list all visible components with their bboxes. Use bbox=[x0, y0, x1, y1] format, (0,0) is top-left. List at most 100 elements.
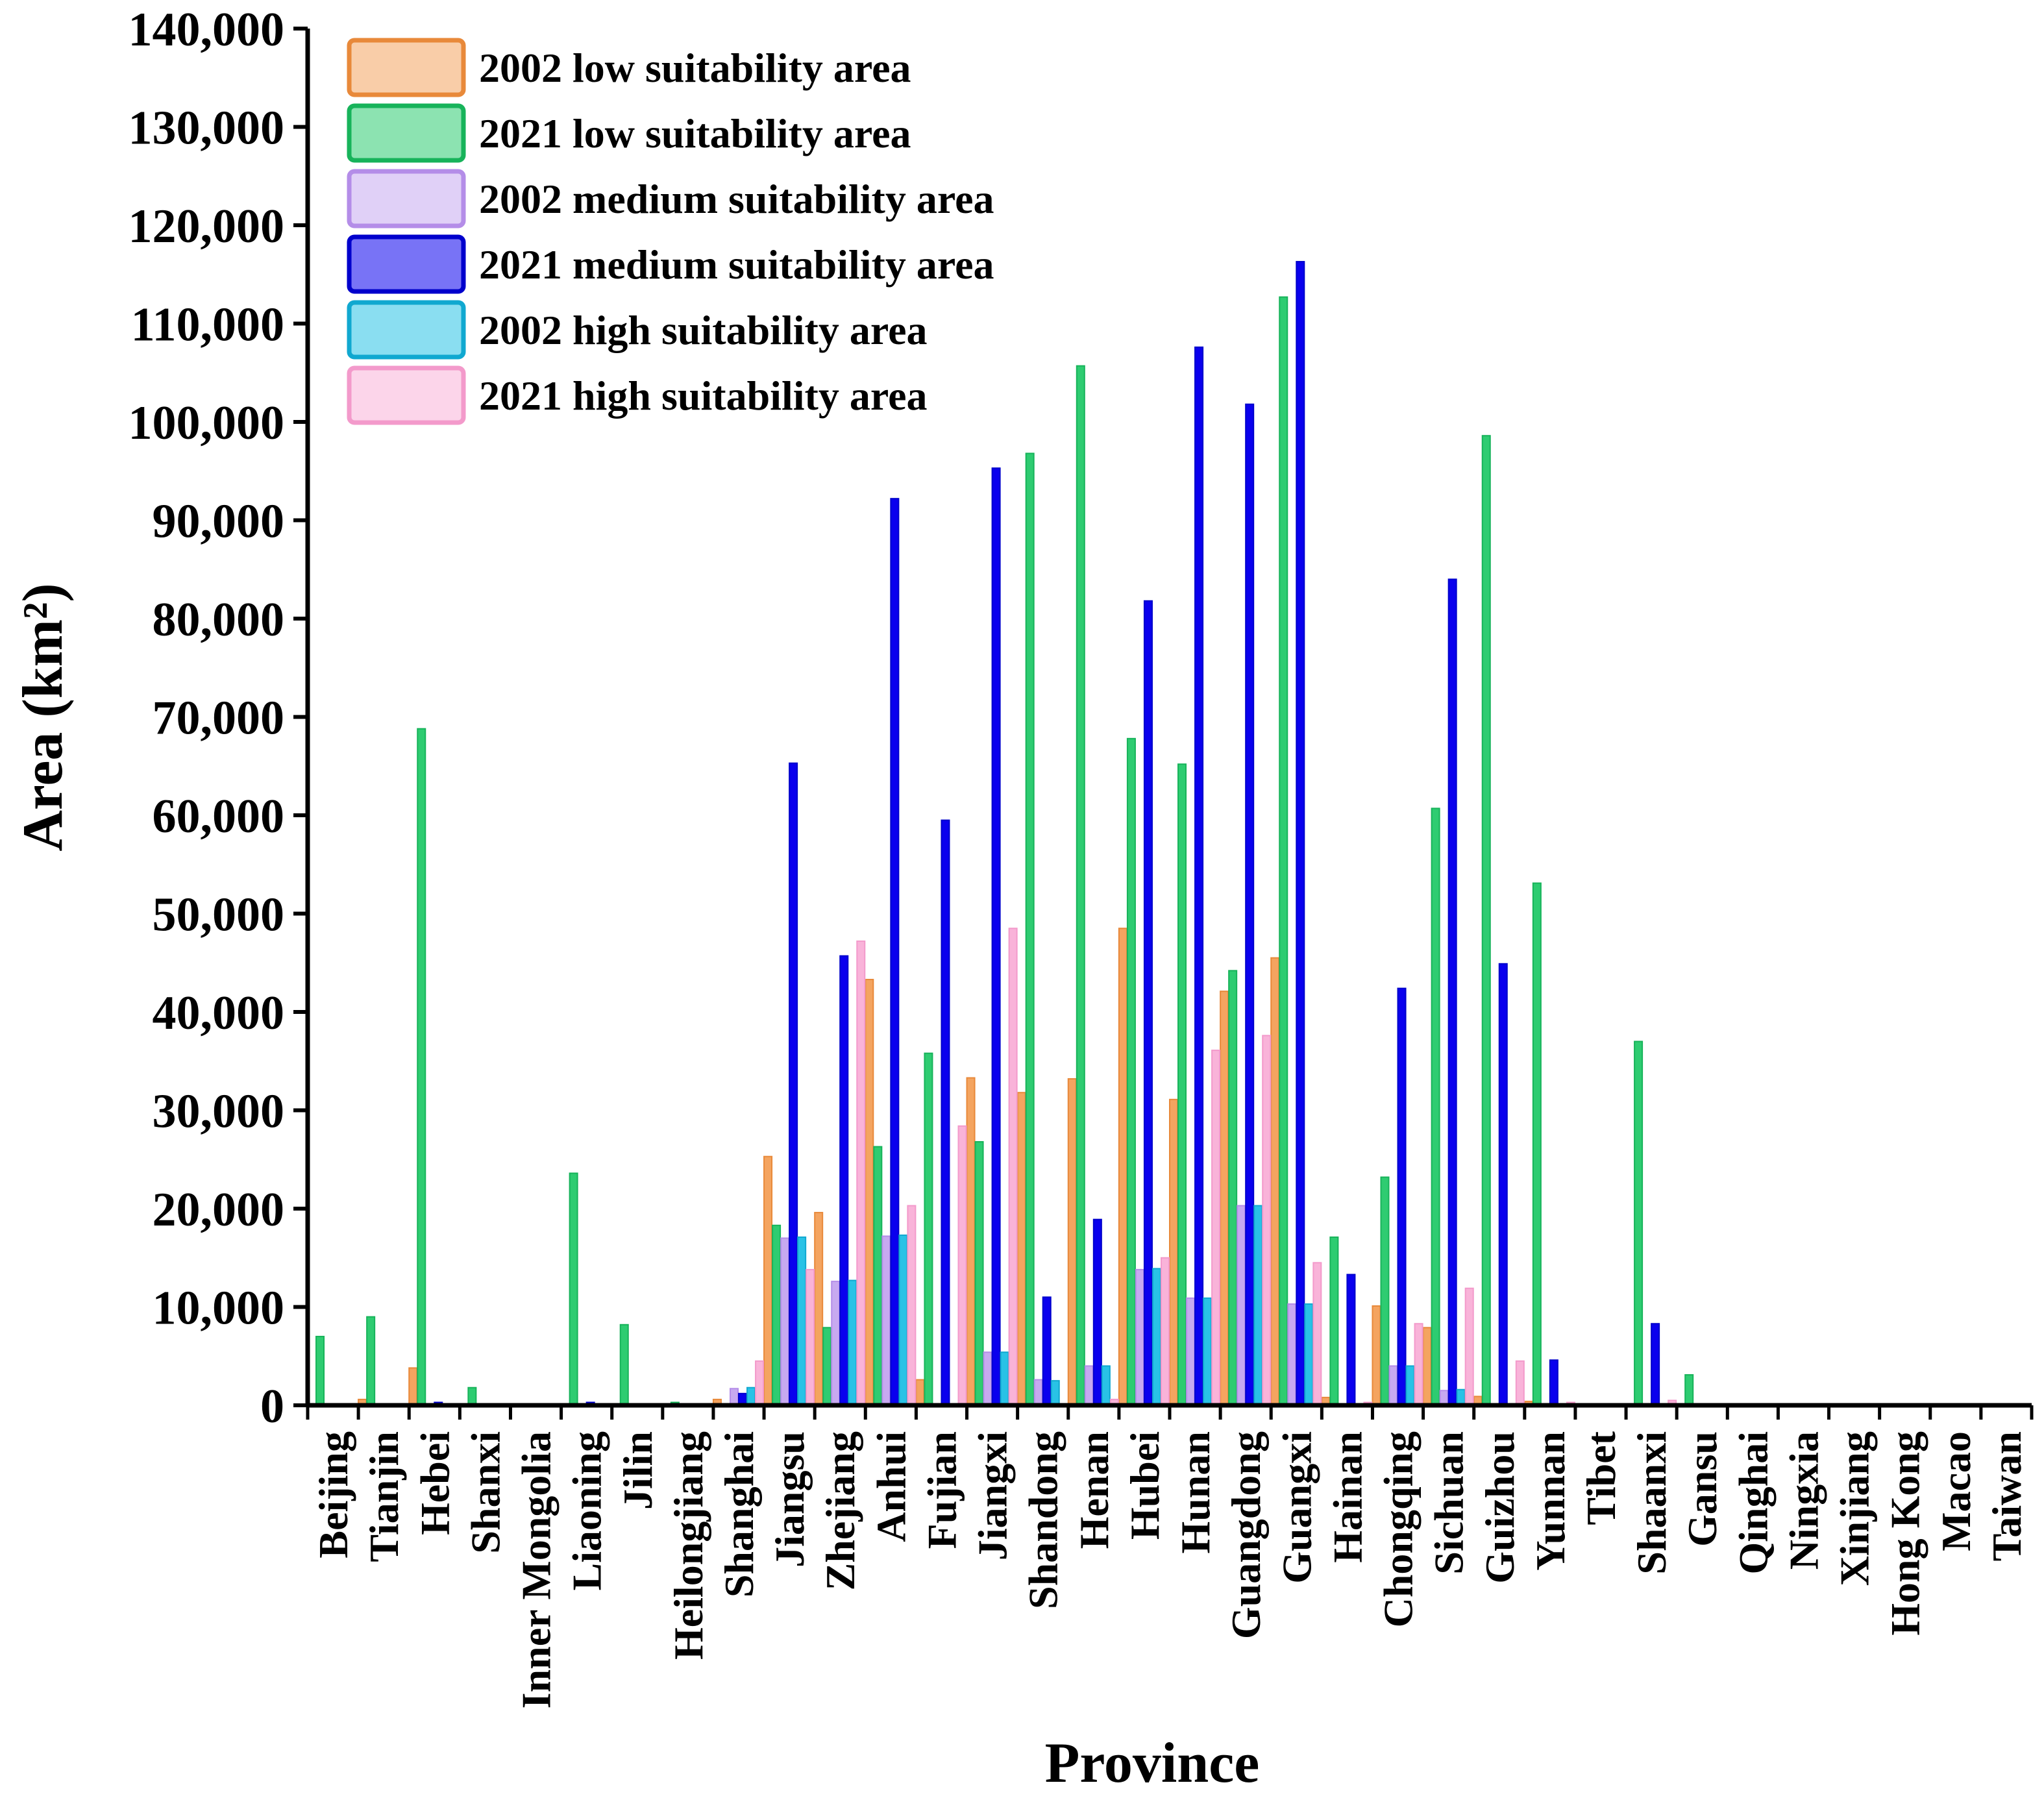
bar-jiangsu-series-5 bbox=[806, 1268, 815, 1407]
bar-yunnan-series-1 bbox=[1532, 882, 1542, 1406]
x-tick-label: Heilongjiang bbox=[665, 1431, 711, 1660]
bar-guangxi-series-2 bbox=[1287, 1303, 1297, 1406]
legend-swatch bbox=[347, 300, 466, 360]
legend-label: 2021 high suitability area bbox=[479, 373, 927, 419]
bar-gansu-series-1 bbox=[1684, 1374, 1694, 1407]
bar-chongqing-series-2 bbox=[1388, 1365, 1398, 1406]
x-tick-label: Henan bbox=[1071, 1431, 1117, 1549]
legend-label: 2002 high suitability area bbox=[479, 307, 927, 353]
bar-jiangxi-series-1 bbox=[974, 1140, 984, 1406]
bar-jilin-series-1 bbox=[619, 1324, 629, 1407]
y-tick-label: 50,000 bbox=[153, 889, 285, 942]
bar-guangdong-series-3 bbox=[1245, 403, 1255, 1406]
bar-hubei-series-4 bbox=[1151, 1268, 1161, 1407]
bar-sichuan-series-3 bbox=[1447, 578, 1457, 1406]
y-tick-label: 140,000 bbox=[129, 3, 285, 56]
bar-guangxi-series-3 bbox=[1296, 261, 1305, 1406]
bar-sichuan-series-0 bbox=[1422, 1327, 1432, 1406]
bar-fujian-series-1 bbox=[924, 1052, 933, 1406]
bar-hubei-series-3 bbox=[1143, 600, 1153, 1406]
bar-guangdong-series-5 bbox=[1262, 1035, 1272, 1406]
x-tick-label: Inner Mongolia bbox=[513, 1431, 560, 1708]
bar-shanxi-series-1 bbox=[467, 1386, 477, 1406]
bar-sichuan-series-4 bbox=[1456, 1388, 1466, 1407]
x-tick-label: Guangdong bbox=[1223, 1431, 1269, 1639]
bar-guangxi-series-1 bbox=[1279, 296, 1288, 1407]
bar-henan-series-2 bbox=[1084, 1365, 1094, 1406]
y-tick-label: 40,000 bbox=[153, 987, 285, 1040]
bars-layer bbox=[315, 261, 1694, 1407]
bar-shanghai-series-5 bbox=[755, 1360, 765, 1407]
bar-guangxi-series-0 bbox=[1270, 957, 1280, 1407]
bar-hunan-series-4 bbox=[1203, 1297, 1213, 1406]
bar-fujian-series-5 bbox=[957, 1125, 967, 1406]
x-tick-label: Zhejiang bbox=[817, 1431, 863, 1590]
bar-shandong-series-3 bbox=[1042, 1296, 1052, 1406]
x-tick-label: Macao bbox=[1933, 1431, 1979, 1551]
bar-henan-series-0 bbox=[1067, 1078, 1077, 1407]
bar-hubei-series-1 bbox=[1126, 737, 1136, 1406]
x-tick-label: Qinghai bbox=[1730, 1431, 1776, 1575]
y-tick-label: 90,000 bbox=[153, 495, 285, 548]
y-ticks: 0 10,000 20,000 30,000 40,000 50,000 60,000 70,… bbox=[129, 3, 308, 1433]
bar-hunan-series-3 bbox=[1194, 346, 1204, 1406]
legend-label: 2021 low suitability area bbox=[479, 110, 911, 156]
x-tick-label: Hunan bbox=[1172, 1431, 1218, 1554]
x-tick-label: Guangxi bbox=[1274, 1431, 1320, 1584]
bar-hunan-series-2 bbox=[1186, 1297, 1196, 1406]
y-tick-label: 100,000 bbox=[129, 397, 285, 450]
bar-guangxi-series-4 bbox=[1304, 1303, 1314, 1406]
bar-guizhou-series-1 bbox=[1481, 435, 1491, 1407]
x-tick-label: Hebei bbox=[412, 1431, 458, 1535]
x-tick-label: Ningxia bbox=[1781, 1431, 1827, 1570]
y-axis-title: Area (km²) bbox=[12, 583, 75, 851]
bar-guangdong-series-0 bbox=[1220, 991, 1229, 1407]
bar-zhejiang-series-0 bbox=[814, 1212, 824, 1407]
bar-shanghai-series-4 bbox=[746, 1386, 756, 1406]
bar-chongqing-series-3 bbox=[1397, 987, 1407, 1406]
x-tick-label: Jiangsu bbox=[767, 1431, 813, 1568]
bar-jiangsu-series-3 bbox=[789, 762, 798, 1406]
x-tick-label: Sichuan bbox=[1426, 1431, 1472, 1575]
bar-jiangsu-series-2 bbox=[780, 1237, 790, 1406]
x-tick-label: Shanghai bbox=[716, 1431, 762, 1597]
bar-hainan-series-3 bbox=[1346, 1274, 1356, 1407]
y-tick-label: 30,000 bbox=[153, 1085, 285, 1139]
x-tick-label: Shandong bbox=[1020, 1431, 1066, 1609]
y-tick-label: 120,000 bbox=[129, 200, 285, 253]
x-tick-label: Jilin bbox=[615, 1431, 661, 1510]
y-tick-label: 130,000 bbox=[129, 102, 285, 155]
bar-jiangxi-series-4 bbox=[1000, 1351, 1009, 1406]
x-tick-label: Yunnan bbox=[1527, 1431, 1573, 1571]
bar-jiangsu-series-4 bbox=[797, 1236, 807, 1407]
bar-beijing-series-1 bbox=[315, 1335, 325, 1406]
bar-chongqing-series-0 bbox=[1372, 1305, 1381, 1406]
bar-sichuan-series-1 bbox=[1431, 807, 1440, 1406]
bar-liaoning-series-1 bbox=[569, 1172, 578, 1406]
bar-hebei-series-1 bbox=[417, 728, 426, 1406]
bar-fujian-series-3 bbox=[941, 819, 950, 1406]
x-tick-label: Jiangxi bbox=[970, 1431, 1016, 1560]
bar-guizhou-series-3 bbox=[1498, 963, 1508, 1406]
bar-zhejiang-series-3 bbox=[839, 955, 849, 1406]
x-axis-title: Province bbox=[1045, 1732, 1260, 1795]
y-tick-label: 10,000 bbox=[153, 1282, 285, 1335]
bar-guangdong-series-4 bbox=[1253, 1205, 1263, 1406]
bar-guangxi-series-5 bbox=[1312, 1262, 1322, 1406]
x-tick-label: Taiwan bbox=[1984, 1431, 2030, 1561]
legend-swatch bbox=[347, 103, 466, 163]
bar-shanghai-series-2 bbox=[729, 1388, 739, 1406]
bar-henan-series-4 bbox=[1101, 1365, 1111, 1406]
bar-anhui-series-2 bbox=[881, 1235, 891, 1407]
bar-jiangxi-series-2 bbox=[983, 1351, 992, 1406]
bar-shandong-series-4 bbox=[1050, 1380, 1060, 1407]
bar-jiangxi-series-3 bbox=[991, 467, 1001, 1407]
bar-guizhou-series-5 bbox=[1515, 1360, 1525, 1407]
bar-hubei-series-0 bbox=[1118, 928, 1127, 1406]
bar-sichuan-series-5 bbox=[1464, 1287, 1474, 1406]
bar-anhui-series-1 bbox=[873, 1146, 883, 1407]
x-tick-label: Beijing bbox=[310, 1431, 356, 1558]
y-tick-label: 60,000 bbox=[153, 790, 285, 843]
legend-swatch bbox=[347, 365, 466, 425]
